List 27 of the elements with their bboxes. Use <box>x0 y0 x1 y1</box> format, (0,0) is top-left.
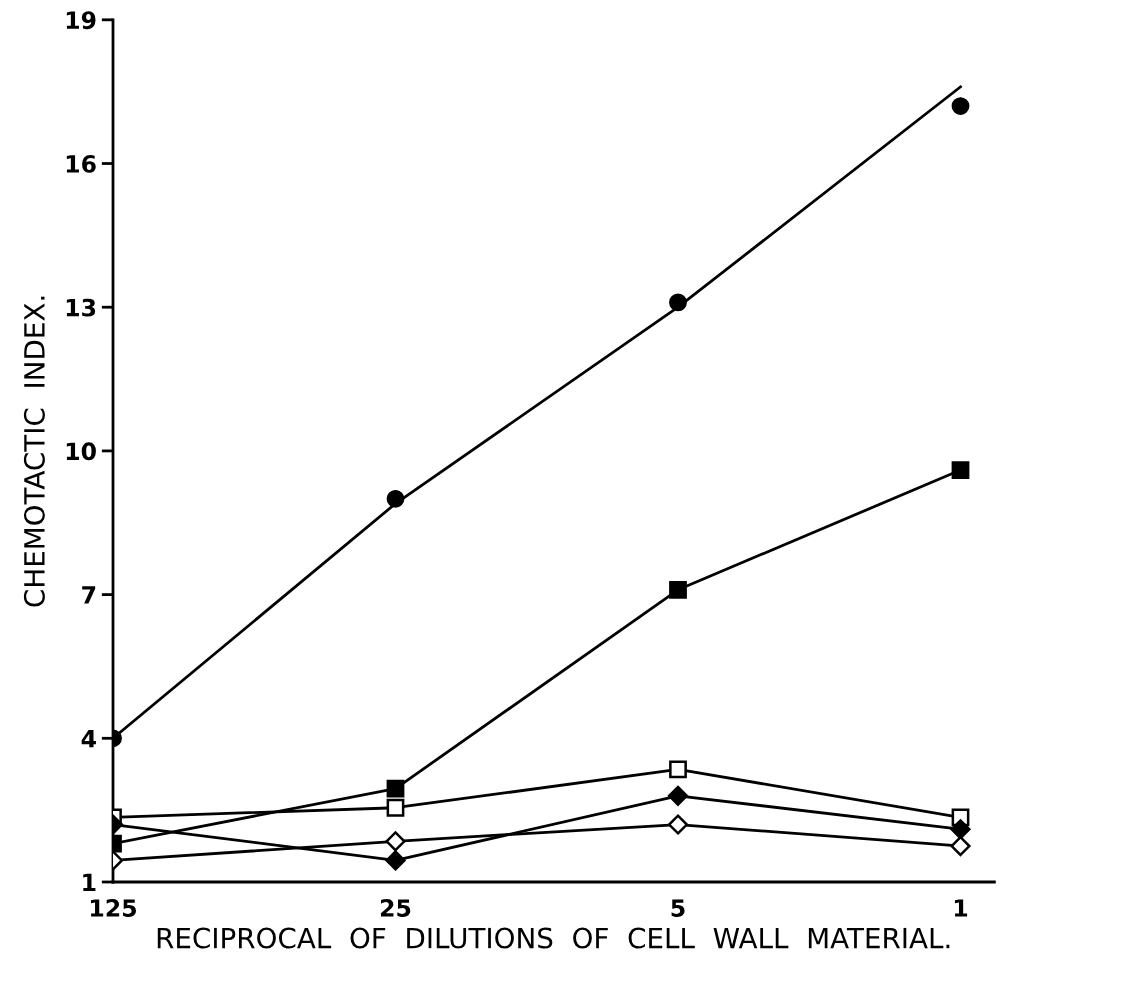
x-tick-label: 25 <box>380 899 411 917</box>
y-axis-title: CHEMOTACTIC INDEX. <box>23 296 45 607</box>
y-tick-label: 13 <box>66 298 96 317</box>
point <box>386 779 405 798</box>
y-tick-label: 19 <box>66 11 96 30</box>
point <box>950 819 971 840</box>
x-tick-label: 125 <box>91 899 136 917</box>
point <box>667 814 689 835</box>
y-tick-label: 4 <box>81 730 96 748</box>
point <box>669 580 687 599</box>
point <box>669 293 687 312</box>
y-tick-label: 7 <box>82 586 96 604</box>
point <box>385 850 406 871</box>
y-tick-label: 1 <box>83 873 96 891</box>
point <box>950 835 971 857</box>
point <box>385 831 406 852</box>
x-axis-title: RECIPROCAL OF DILUTIONS OF CELL WALL MATERIAL. <box>157 927 950 949</box>
y-tick-label: 16 <box>66 154 96 173</box>
y-tick-label: 10 <box>66 442 96 461</box>
x-tick-label: 1 <box>954 899 968 917</box>
point <box>386 798 405 817</box>
point <box>667 785 689 806</box>
point <box>951 97 970 115</box>
point <box>669 760 687 779</box>
point <box>951 461 970 479</box>
x-tick-label: 5 <box>671 899 685 917</box>
point <box>386 489 405 508</box>
